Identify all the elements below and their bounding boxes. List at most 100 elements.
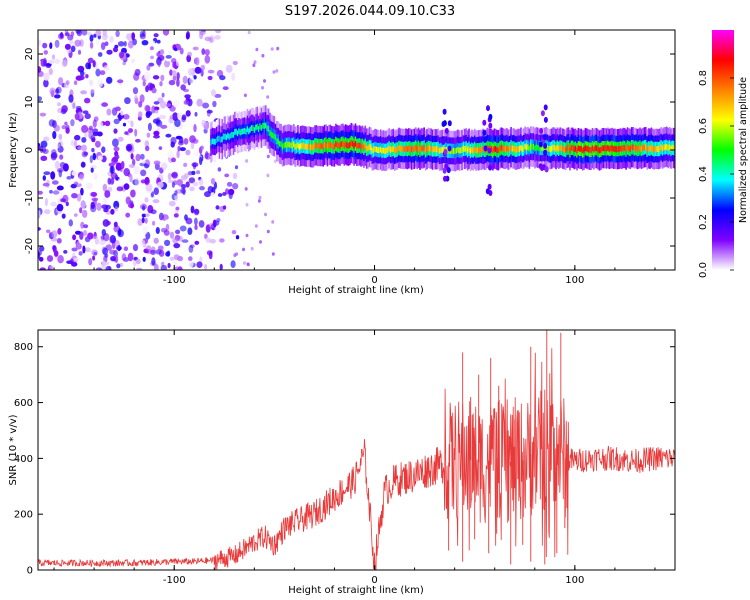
signal-cell <box>384 148 386 154</box>
signal-cell <box>336 142 339 148</box>
noise-cell <box>271 220 275 224</box>
signal-cell <box>469 148 472 154</box>
noise-cell <box>193 151 199 157</box>
signal-cell <box>213 138 215 145</box>
noise-cell <box>114 255 119 264</box>
colorbar-tick-label: 0.8 <box>698 70 709 86</box>
noise-cell <box>83 224 89 229</box>
signal-cell <box>253 127 256 133</box>
signal-cell <box>222 133 225 140</box>
signal-cell <box>330 143 333 149</box>
noise-cell <box>172 112 179 121</box>
noise-cell <box>175 206 180 211</box>
noise-cell <box>51 230 58 238</box>
signal-cell <box>636 146 639 152</box>
noise-cell <box>67 34 74 41</box>
noise-cell <box>49 189 53 194</box>
snr-panel: -100 0 100 0 200 400 600 800 Height of straight… <box>8 329 676 596</box>
noise-cell <box>125 212 131 218</box>
signal-cell <box>309 144 312 150</box>
signal-cell <box>546 145 549 151</box>
signal-cell <box>614 145 616 152</box>
noise-cell <box>92 152 97 161</box>
noise-cell <box>187 51 193 57</box>
noise-cell <box>169 115 173 120</box>
noise-cell <box>53 124 60 132</box>
noise-cell <box>84 113 91 120</box>
noise-cell <box>257 199 261 203</box>
noise-cell <box>51 54 56 60</box>
signal-cell <box>667 145 669 151</box>
noise-cell <box>80 90 87 95</box>
noise-cell <box>176 150 180 159</box>
signal-cell <box>410 146 413 153</box>
signal-cell <box>260 124 263 131</box>
signal-cell <box>381 148 383 154</box>
signal-cell <box>339 142 341 149</box>
noise-cell <box>70 119 75 127</box>
signal-cell <box>503 146 505 152</box>
x-tick-label: 0 <box>371 575 377 586</box>
signal-cell <box>661 145 664 152</box>
noise-cell <box>43 136 50 142</box>
noise-cell <box>185 110 191 117</box>
signal-cell <box>337 142 340 149</box>
noise-cell <box>194 57 200 66</box>
signal-cell <box>666 143 668 150</box>
noise-cell <box>160 124 168 129</box>
noise-cell <box>65 80 70 85</box>
noise-cell <box>72 102 76 110</box>
noise-cell <box>42 182 50 187</box>
signal-cell <box>284 141 287 148</box>
noise-cell <box>161 92 165 98</box>
noise-cell <box>76 30 83 37</box>
signal-cell <box>521 146 524 153</box>
noise-cell <box>117 79 124 84</box>
noise-cell <box>179 47 184 55</box>
signal-cell <box>482 119 487 126</box>
signal-cell <box>429 145 431 152</box>
noise-cell <box>179 147 186 152</box>
noise-cell <box>100 42 106 51</box>
signal-cell <box>392 146 395 152</box>
y-tick-label: 600 <box>14 398 33 409</box>
signal-cell <box>349 142 351 148</box>
noise-cell <box>169 69 173 76</box>
signal-cell <box>591 145 594 152</box>
signal-cell <box>321 143 323 149</box>
signal-cell <box>350 140 353 146</box>
noise-cell <box>182 75 188 84</box>
noise-cell <box>79 231 84 240</box>
noise-cell <box>75 75 83 81</box>
noise-cell <box>54 94 61 99</box>
signal-cell <box>238 128 240 135</box>
noise-cell <box>175 59 181 67</box>
noise-cell <box>141 40 149 46</box>
signal-cell <box>398 145 400 151</box>
signal-cell <box>538 145 540 151</box>
signal-cell <box>377 147 379 153</box>
signal-cell <box>405 145 407 152</box>
noise-cell <box>147 82 154 91</box>
signal-cell <box>612 146 615 152</box>
signal-cell <box>386 146 389 153</box>
colorbar-label: Normalized spectral amplitude <box>738 77 749 223</box>
noise-cell <box>44 209 51 215</box>
signal-cell <box>597 146 599 153</box>
noise-cell <box>162 30 170 36</box>
noise-cell <box>59 154 64 160</box>
signal-cell <box>441 139 446 145</box>
signal-cell <box>295 143 298 150</box>
noise-cell <box>123 168 130 177</box>
signal-cell <box>458 147 461 154</box>
noise-cell <box>104 190 111 198</box>
noise-cell <box>95 140 101 148</box>
noise-cell <box>155 227 160 234</box>
noise-cell <box>107 186 113 192</box>
signal-cell <box>494 146 497 152</box>
noise-cell <box>95 30 102 36</box>
signal-cell <box>616 146 619 153</box>
signal-cell <box>255 124 257 131</box>
signal-cell <box>457 146 459 153</box>
signal-cell <box>553 144 556 151</box>
